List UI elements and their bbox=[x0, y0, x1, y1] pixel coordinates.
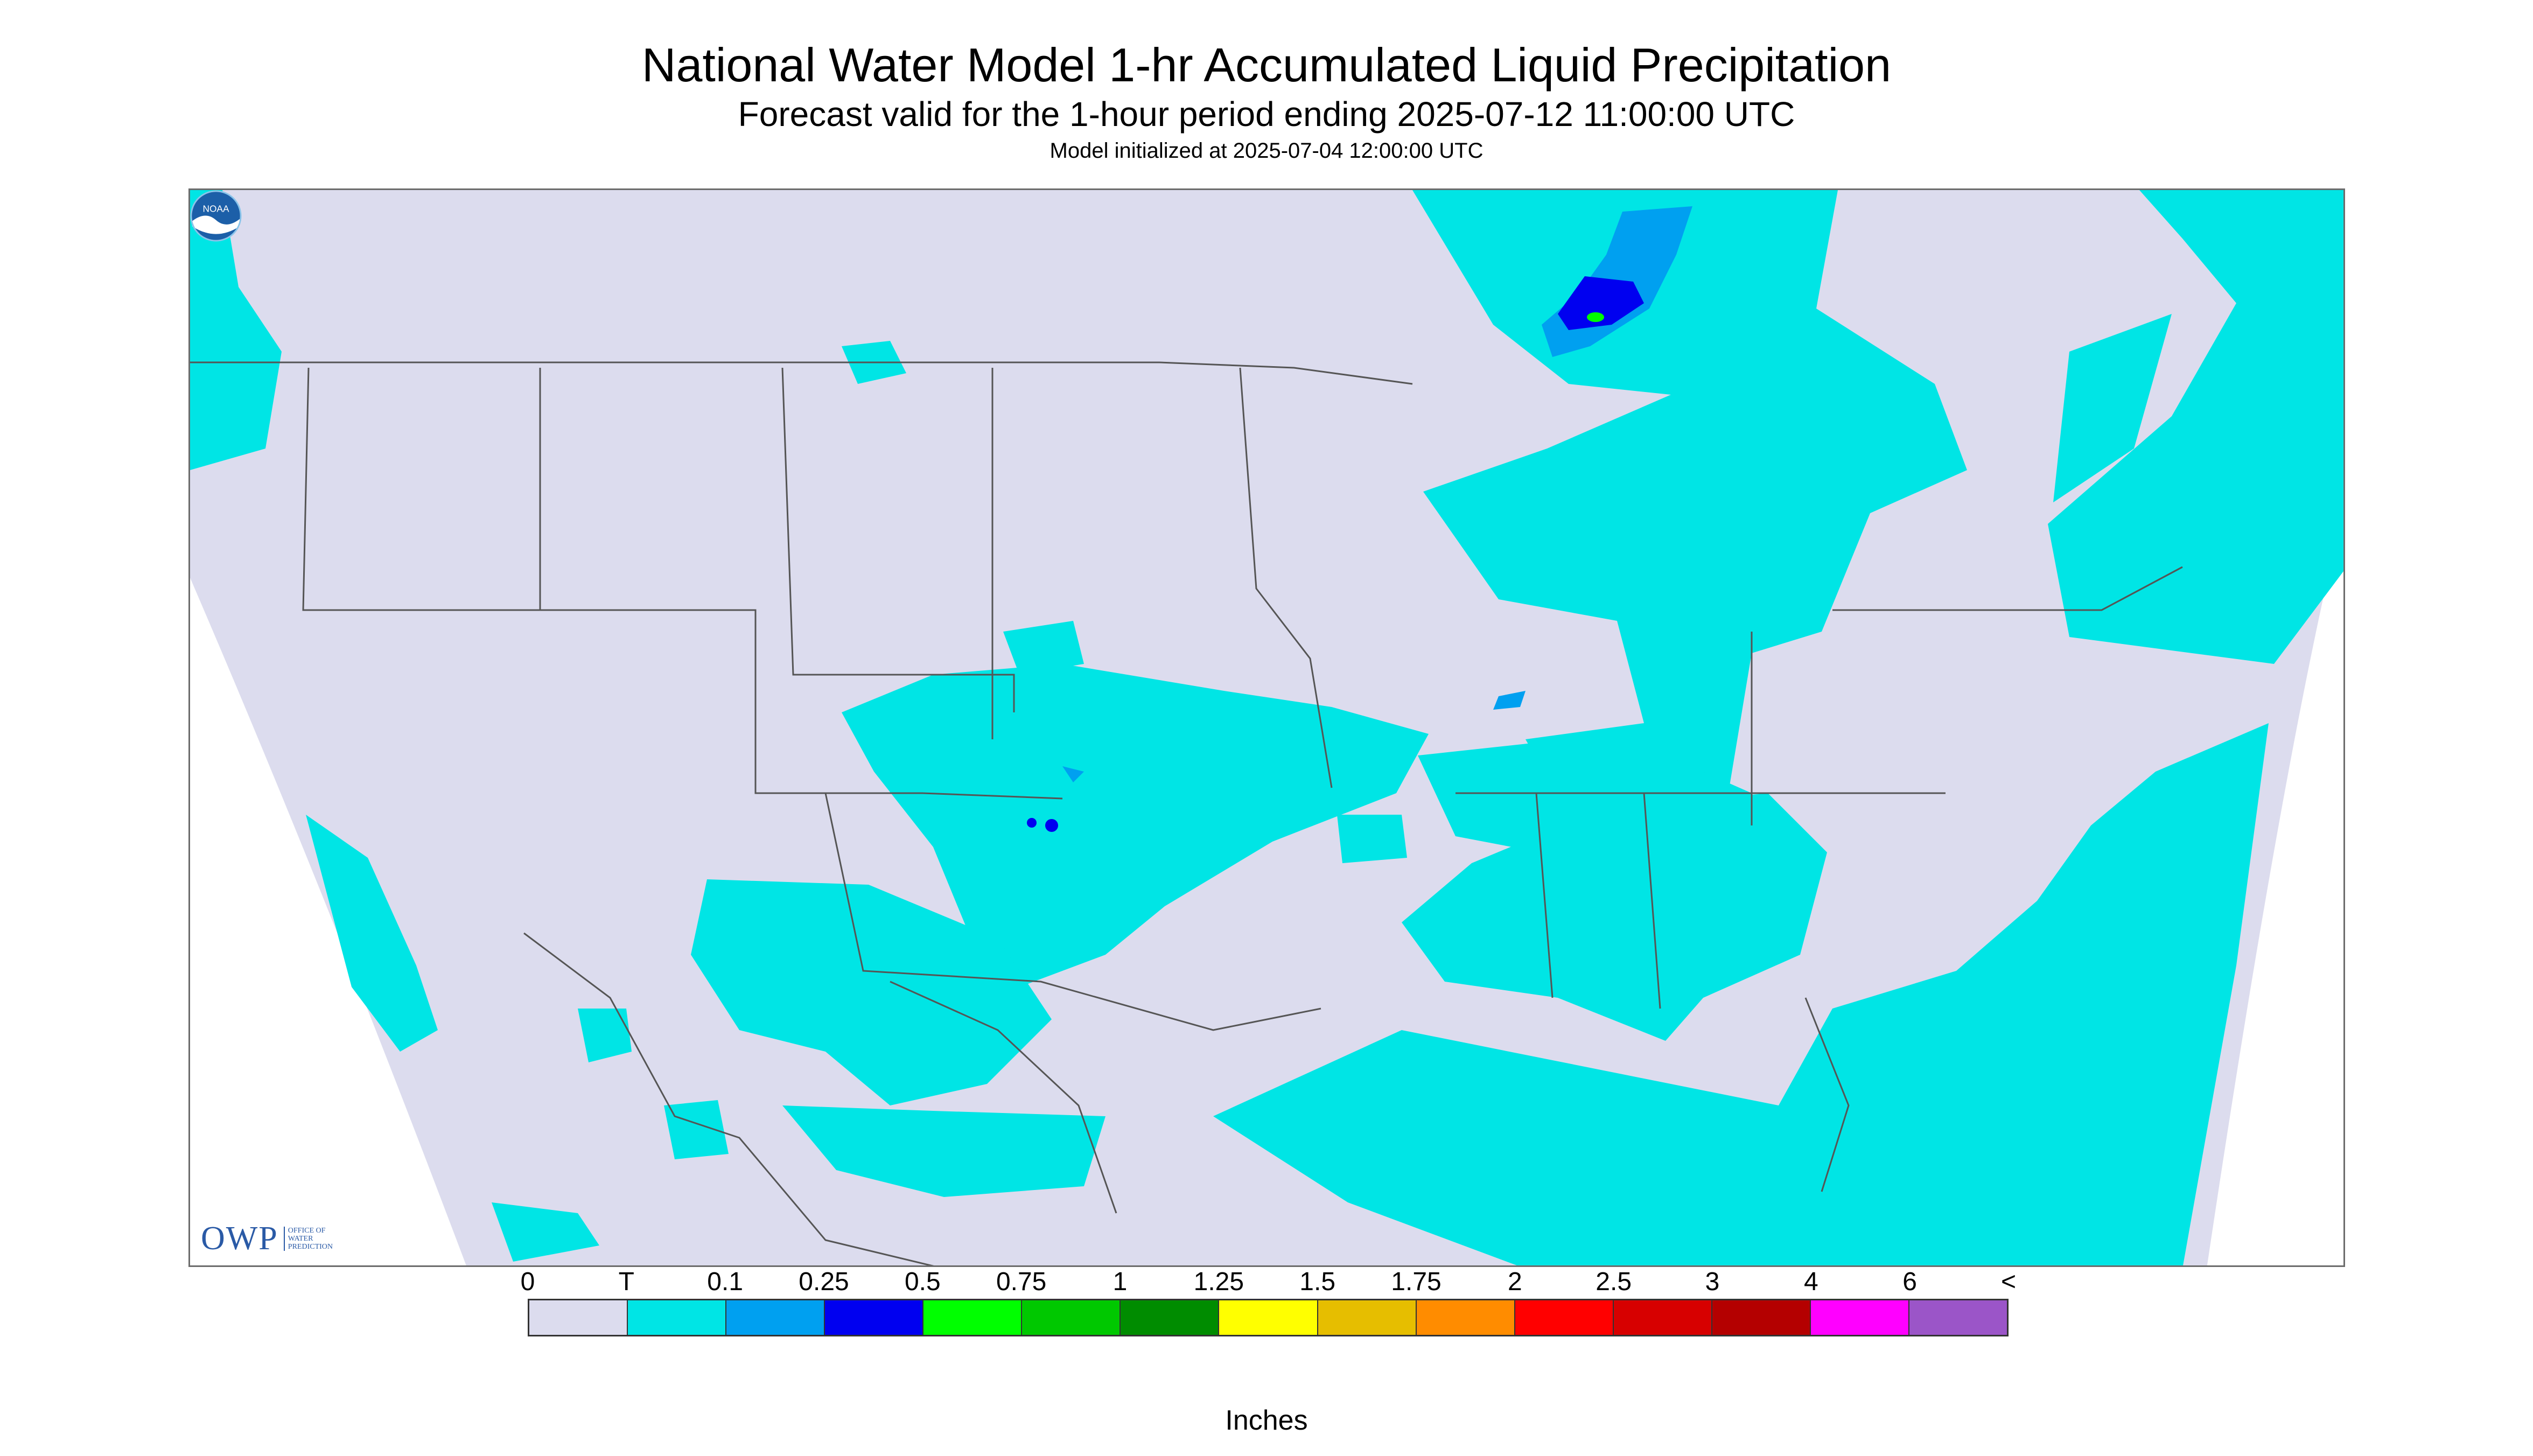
color-legend bbox=[528, 1299, 2009, 1336]
legend-label: 0.5 bbox=[904, 1268, 941, 1296]
legend-swatch bbox=[923, 1300, 1023, 1335]
legend-swatch bbox=[1121, 1300, 1220, 1335]
legend-swatch bbox=[1909, 1300, 2007, 1335]
legend-label: 1.75 bbox=[1391, 1268, 1442, 1296]
legend-label: < bbox=[2000, 1268, 2017, 1296]
light-precip-spot-2 bbox=[1062, 766, 1084, 782]
legend-swatch bbox=[1515, 1300, 1614, 1335]
legend-swatch bbox=[1810, 1300, 1909, 1335]
heavy-precip-cell-2 bbox=[1045, 819, 1058, 832]
legend-swatch bbox=[825, 1300, 924, 1335]
owp-logo-subtext: OFFICE OF WATER PREDICTION bbox=[283, 1227, 333, 1251]
legend-swatch bbox=[1712, 1300, 1811, 1335]
legend-swatch bbox=[1416, 1300, 1515, 1335]
legend-label: 6 bbox=[1902, 1268, 1918, 1296]
owp-logo-text: OWP bbox=[201, 1220, 278, 1257]
legend-swatch bbox=[1219, 1300, 1318, 1335]
model-init-text: Model initialized at 2025-07-04 12:00:00… bbox=[1049, 139, 1484, 163]
legend-label: 1 bbox=[1112, 1268, 1128, 1296]
legend-swatch bbox=[1613, 1300, 1712, 1335]
noaa-logo-icon: NOAA bbox=[190, 190, 242, 242]
legend-label: 3 bbox=[1705, 1268, 1720, 1296]
light-precip-spot-1 bbox=[1493, 691, 1526, 710]
state-borders bbox=[190, 361, 2183, 1265]
map-subtitle: Forecast valid for the 1-hour period end… bbox=[738, 95, 1795, 134]
legend-swatch bbox=[628, 1300, 727, 1335]
legend-label: 1.5 bbox=[1299, 1268, 1336, 1296]
owp-logo: OWP OFFICE OF WATER PREDICTION bbox=[201, 1220, 333, 1258]
legend-label: T bbox=[618, 1268, 634, 1296]
heavy-precip-area bbox=[1558, 276, 1644, 330]
map-title: National Water Model 1-hr Accumulated Li… bbox=[641, 38, 1892, 92]
legend-label: 0 bbox=[520, 1268, 535, 1296]
legend-label: 1.25 bbox=[1193, 1268, 1244, 1296]
legend-label: 2.5 bbox=[1596, 1268, 1632, 1296]
heavy-precip-cell-1 bbox=[1027, 818, 1037, 828]
legend-swatch bbox=[529, 1300, 628, 1335]
legend-label: 0.75 bbox=[996, 1268, 1047, 1296]
legend-swatch bbox=[726, 1300, 825, 1335]
legend-label: 0.25 bbox=[799, 1268, 849, 1296]
noaa-logo-text: NOAA bbox=[203, 203, 229, 214]
legend-units: Inches bbox=[1225, 1405, 1308, 1436]
peak-precip-area bbox=[1587, 312, 1604, 322]
legend-swatch bbox=[1022, 1300, 1121, 1335]
precipitation-map[interactable]: OWP OFFICE OF WATER PREDICTION NOAA bbox=[188, 188, 2345, 1267]
legend-label: 2 bbox=[1507, 1268, 1522, 1296]
legend-label: 4 bbox=[1803, 1268, 1818, 1296]
legend-swatch bbox=[1318, 1300, 1417, 1335]
map-canvas bbox=[190, 190, 2343, 1265]
legend-label: 0.1 bbox=[707, 1268, 744, 1296]
